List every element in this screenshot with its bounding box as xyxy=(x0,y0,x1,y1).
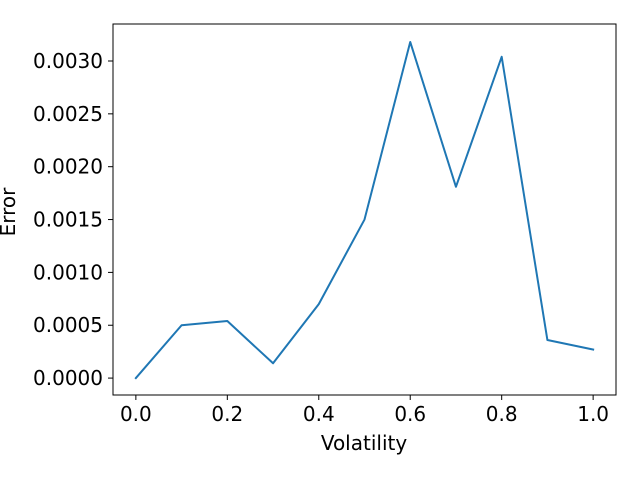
y-axis-title: Error xyxy=(0,187,20,237)
y-tick-label: 0.0025 xyxy=(33,102,103,126)
x-tick-label: 0.0 xyxy=(120,402,152,426)
series-layer xyxy=(134,40,595,380)
plot-frame xyxy=(112,23,617,396)
y-tick-label: 0.0010 xyxy=(33,260,103,284)
x-tick-label: 0.6 xyxy=(394,402,426,426)
y-tick-label: 0.0020 xyxy=(33,155,103,179)
series-line-0 xyxy=(134,40,595,380)
plot-area xyxy=(113,24,616,395)
x-tick-label: 1.0 xyxy=(577,402,609,426)
x-tick-label: 0.4 xyxy=(303,402,335,426)
y-tick-label: 0.0000 xyxy=(33,366,103,390)
y-tick-label: 0.0015 xyxy=(33,208,103,232)
x-tick-label: 0.8 xyxy=(486,402,518,426)
y-tick-label: 0.0030 xyxy=(33,49,103,73)
x-tick-label: 0.2 xyxy=(211,402,243,426)
x-axis-title: Volatility xyxy=(321,431,408,455)
x-axis-ticks: 0.0 0.2 0.4 0.6 0.8 1.0 xyxy=(120,395,609,426)
y-tick-label: 0.0005 xyxy=(33,313,103,337)
y-axis-ticks: 0.0000 0.0005 0.0010 0.0015 0.0020 0.0025 0.00… xyxy=(33,49,113,390)
